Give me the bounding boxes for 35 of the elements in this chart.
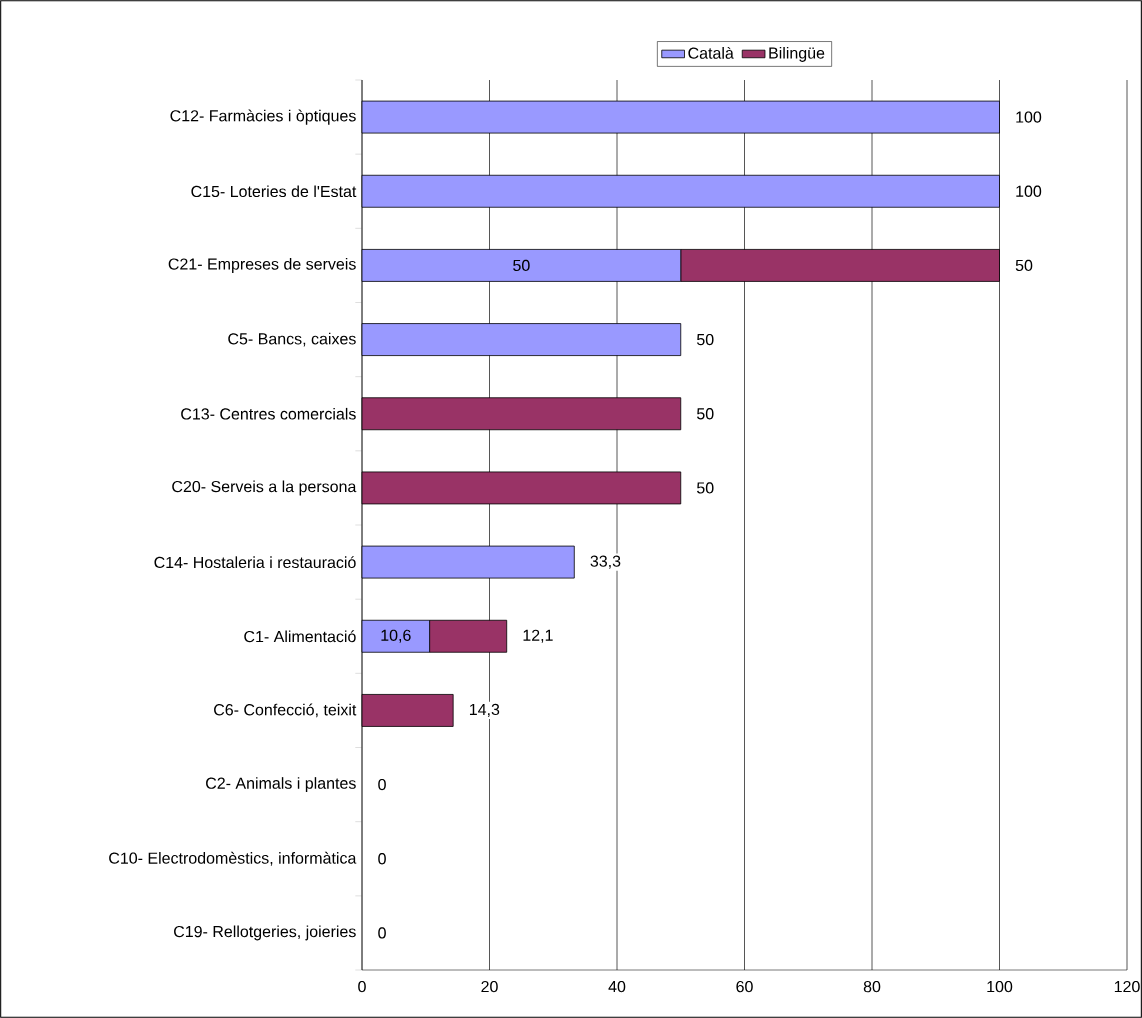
data-label: 0 bbox=[378, 853, 386, 865]
x-tick-label: 20 bbox=[481, 980, 498, 993]
y-tick-label: C14- Hostaleria i restauració bbox=[154, 556, 356, 569]
data-label: 100 bbox=[1016, 185, 1042, 197]
legend-label: Bilingüe bbox=[769, 46, 825, 62]
data-label: 50 bbox=[697, 482, 714, 494]
y-tick-label: C12- Farmàcies i òptiques bbox=[170, 109, 356, 125]
x-tick-label: 60 bbox=[736, 980, 753, 993]
y-tick-label: C1- Alimentació bbox=[244, 630, 356, 643]
x-tick-label: 100 bbox=[987, 980, 1013, 993]
data-label: 50 bbox=[697, 408, 714, 420]
y-tick-label: C15- Loteries de l'Estat bbox=[191, 185, 357, 198]
data-label: 10,6 bbox=[381, 629, 411, 643]
x-tick-label: 0 bbox=[358, 980, 366, 993]
x-tick-label: 40 bbox=[608, 980, 626, 993]
legend-label: Català bbox=[688, 46, 734, 59]
y-tick-label: C5- Bancs, caixes bbox=[228, 332, 356, 347]
y-tick-label: C6- Confecció, teixit bbox=[214, 703, 357, 718]
data-label: 100 bbox=[1016, 111, 1042, 123]
data-label: 50 bbox=[697, 333, 714, 346]
y-tick-label: C19- Rellotgeries, joieries bbox=[174, 925, 356, 941]
y-tick-label: C10- Electrodomèstics, informàtica bbox=[109, 851, 357, 866]
y-tick-label: C21- Empreses de serveis bbox=[168, 257, 356, 273]
data-label: 0 bbox=[378, 927, 386, 939]
y-tick-label: C2- Animals i plantes bbox=[206, 777, 356, 793]
data-label: 0 bbox=[378, 778, 386, 791]
x-tick-label: 80 bbox=[863, 980, 881, 993]
data-label: 14,3 bbox=[469, 703, 500, 718]
y-tick-label: C20- Serveis a la persona bbox=[172, 480, 357, 496]
data-label: 50 bbox=[1015, 259, 1033, 272]
data-label: 33,3 bbox=[590, 555, 621, 569]
y-tick-label: C13- Centres comercials bbox=[181, 407, 356, 420]
x-tick-label: 120 bbox=[1114, 980, 1140, 993]
data-label: 50 bbox=[513, 259, 530, 272]
data-label: 12,1 bbox=[523, 629, 553, 643]
